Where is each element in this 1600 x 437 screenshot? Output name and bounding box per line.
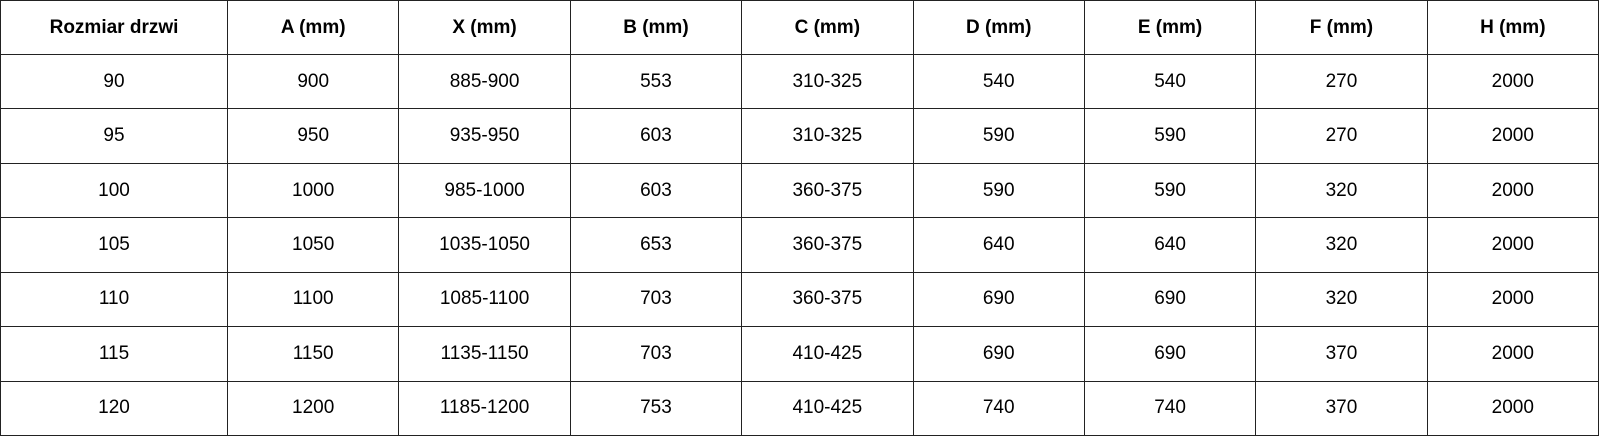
table-cell: 590 bbox=[1083, 162, 1257, 219]
table-cell: 2000 bbox=[1426, 53, 1600, 110]
table-row: 95 950 935-950 603 310-325 590 590 270 2000 bbox=[0, 108, 1600, 164]
table-row: 115 1150 1135-1150 703 410-425 690 690 370 2000 bbox=[0, 326, 1600, 382]
table-cell: 270 bbox=[1255, 53, 1428, 110]
table-cell: 553 bbox=[569, 53, 743, 110]
table-row: 105 1050 1035-1050 653 360-375 640 640 320 2000 bbox=[0, 217, 1600, 273]
table-cell: 703 bbox=[569, 326, 743, 382]
table-cell: 270 bbox=[1255, 108, 1428, 164]
table-cell: 590 bbox=[912, 162, 1085, 219]
table-cell: 1035-1050 bbox=[398, 217, 571, 273]
table-cell: 320 bbox=[1255, 217, 1428, 273]
table-cell: 935-950 bbox=[398, 108, 571, 164]
table-cell: 360-375 bbox=[741, 271, 914, 328]
table-cell: 753 bbox=[569, 380, 743, 437]
table-cell: 105 bbox=[0, 217, 228, 273]
table-cell: 360-375 bbox=[741, 162, 914, 219]
table-cell: 703 bbox=[569, 271, 743, 328]
table-cell: 985-1000 bbox=[398, 162, 571, 219]
table-cell: 640 bbox=[1083, 217, 1257, 273]
table-cell: 1100 bbox=[226, 271, 400, 328]
table-cell: 1085-1100 bbox=[398, 271, 571, 328]
table-cell: 690 bbox=[1083, 326, 1257, 382]
table-cell: 310-325 bbox=[741, 53, 914, 110]
table-cell: 120 bbox=[0, 380, 228, 437]
table-cell: 320 bbox=[1255, 162, 1428, 219]
table-cell: 740 bbox=[1083, 380, 1257, 437]
table-row: 120 1200 1185-1200 753 410-425 740 740 370 2000 bbox=[0, 380, 1600, 437]
table-cell: 885-900 bbox=[398, 53, 571, 110]
table-cell: 540 bbox=[912, 53, 1085, 110]
column-header: C (mm) bbox=[741, 0, 914, 55]
table-cell: 603 bbox=[569, 108, 743, 164]
column-header: F (mm) bbox=[1255, 0, 1428, 55]
table-cell: 410-425 bbox=[741, 326, 914, 382]
table-cell: 540 bbox=[1083, 53, 1257, 110]
table-cell: 370 bbox=[1255, 380, 1428, 437]
table-cell: 690 bbox=[912, 271, 1085, 328]
table-cell: 410-425 bbox=[741, 380, 914, 437]
table-cell: 1000 bbox=[226, 162, 400, 219]
table-cell: 90 bbox=[0, 53, 228, 110]
table-cell: 740 bbox=[912, 380, 1085, 437]
table-cell: 2000 bbox=[1426, 217, 1600, 273]
table-row: 90 900 885-900 553 310-325 540 540 270 2000 bbox=[0, 53, 1600, 110]
table-cell: 590 bbox=[1083, 108, 1257, 164]
table-cell: 100 bbox=[0, 162, 228, 219]
table-cell: 310-325 bbox=[741, 108, 914, 164]
table-cell: 115 bbox=[0, 326, 228, 382]
table-row: 110 1100 1085-1100 703 360-375 690 690 320 2000 bbox=[0, 271, 1600, 328]
table-cell: 603 bbox=[569, 162, 743, 219]
header-row: Rozmiar drzwi A (mm) X (mm) B (mm) C (mm) D (… bbox=[0, 0, 1600, 55]
table-cell: 2000 bbox=[1426, 162, 1600, 219]
table-cell: 360-375 bbox=[741, 217, 914, 273]
table-cell: 1050 bbox=[226, 217, 400, 273]
column-header: H (mm) bbox=[1426, 0, 1600, 55]
table-row: 100 1000 985-1000 603 360-375 590 590 320 2000 bbox=[0, 162, 1600, 219]
column-header: A (mm) bbox=[226, 0, 400, 55]
column-header: B (mm) bbox=[569, 0, 743, 55]
column-header: D (mm) bbox=[912, 0, 1085, 55]
table-cell: 900 bbox=[226, 53, 400, 110]
table-cell: 2000 bbox=[1426, 108, 1600, 164]
table-cell: 110 bbox=[0, 271, 228, 328]
table-cell: 1150 bbox=[226, 326, 400, 382]
table-cell: 590 bbox=[912, 108, 1085, 164]
table-cell: 950 bbox=[226, 108, 400, 164]
table-cell: 690 bbox=[912, 326, 1085, 382]
table-cell: 95 bbox=[0, 108, 228, 164]
table-cell: 640 bbox=[912, 217, 1085, 273]
column-header: E (mm) bbox=[1083, 0, 1257, 55]
table-cell: 1200 bbox=[226, 380, 400, 437]
table-cell: 320 bbox=[1255, 271, 1428, 328]
table-cell: 1185-1200 bbox=[398, 380, 571, 437]
table-cell: 370 bbox=[1255, 326, 1428, 382]
table-cell: 1135-1150 bbox=[398, 326, 571, 382]
table-cell: 2000 bbox=[1426, 326, 1600, 382]
table-cell: 653 bbox=[569, 217, 743, 273]
table-cell: 690 bbox=[1083, 271, 1257, 328]
column-header: Rozmiar drzwi bbox=[0, 0, 228, 55]
table-cell: 2000 bbox=[1426, 271, 1600, 328]
column-header: X (mm) bbox=[398, 0, 571, 55]
table-cell: 2000 bbox=[1426, 380, 1600, 437]
